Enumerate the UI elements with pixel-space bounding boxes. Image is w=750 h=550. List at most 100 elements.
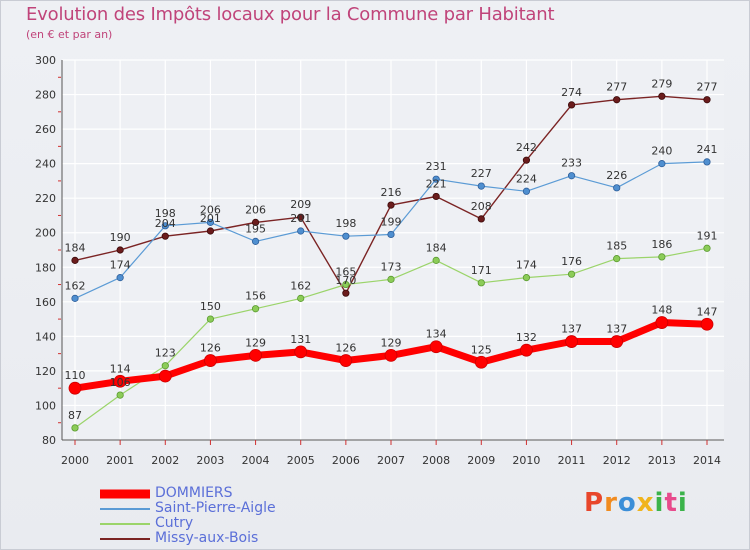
legend-swatch bbox=[100, 489, 150, 498]
data-point-cutry-2012 bbox=[613, 255, 621, 263]
data-label-saint-pierre-aigle-2006: 198 bbox=[335, 217, 356, 230]
chart-legend: DOMMIERS Saint-Pierre-Aigle Cutry Missy-aux… bbox=[100, 485, 420, 546]
data-point-dommiers-2004 bbox=[249, 348, 262, 362]
legend-label: Saint-Pierre-Aigle bbox=[155, 500, 276, 516]
data-point-missy-aux-bois-2002 bbox=[161, 232, 169, 240]
logo-letter: x bbox=[636, 488, 655, 518]
data-label-dommiers-2012: 137 bbox=[606, 323, 627, 336]
logo-letter: o bbox=[617, 488, 637, 518]
data-label-dommiers-2013: 148 bbox=[651, 304, 672, 317]
data-point-saint-pierre-aigle-2014 bbox=[703, 158, 711, 166]
data-label-saint-pierre-aigle-2003: 206 bbox=[200, 203, 221, 216]
y-tick-label-260: 260 bbox=[35, 123, 56, 136]
data-point-missy-aux-bois-2007 bbox=[387, 201, 395, 209]
data-point-cutry-2011 bbox=[567, 270, 576, 278]
data-point-dommiers-2013 bbox=[655, 316, 669, 329]
data-point-cutry-2006 bbox=[342, 280, 350, 289]
data-point-saint-pierre-aigle-2003 bbox=[206, 218, 215, 226]
data-point-saint-pierre-aigle-2011 bbox=[567, 172, 576, 180]
data-point-cutry-2005 bbox=[297, 294, 305, 302]
data-point-dommiers-2011 bbox=[565, 335, 578, 348]
data-point-saint-pierre-aigle-2010 bbox=[522, 187, 531, 195]
data-point-dommiers-2012 bbox=[610, 335, 624, 348]
x-tick-label-2012: 2012 bbox=[603, 454, 631, 467]
logo-letter: P bbox=[584, 488, 605, 518]
legend-swatch bbox=[100, 507, 150, 510]
data-point-cutry-2007 bbox=[387, 275, 395, 283]
data-point-dommiers-2000 bbox=[68, 381, 82, 395]
data-label-dommiers-2014: 147 bbox=[697, 305, 718, 318]
data-point-cutry-2009 bbox=[477, 279, 485, 287]
data-point-cutry-2003 bbox=[206, 315, 215, 323]
data-point-cutry-2010 bbox=[522, 274, 531, 282]
x-tick-label-2005: 2005 bbox=[287, 454, 315, 467]
data-point-dommiers-2008 bbox=[429, 340, 443, 354]
x-tick-label-2004: 2004 bbox=[242, 454, 270, 467]
data-label-saint-pierre-aigle-2008: 231 bbox=[426, 160, 447, 173]
data-label-dommiers-2001: 114 bbox=[110, 362, 131, 375]
data-point-dommiers-2007 bbox=[384, 348, 398, 362]
data-point-dommiers-2006 bbox=[339, 354, 353, 367]
data-label-saint-pierre-aigle-2013: 240 bbox=[651, 145, 672, 158]
data-point-cutry-2002 bbox=[161, 362, 169, 370]
y-tick-label-220: 220 bbox=[35, 192, 56, 205]
data-point-missy-aux-bois-2009 bbox=[477, 215, 485, 223]
data-label-saint-pierre-aigle-2005: 201 bbox=[290, 212, 311, 225]
legend-item: DOMMIERS bbox=[100, 485, 420, 501]
data-label-missy-aux-bois-2003: 201 bbox=[200, 212, 221, 225]
data-point-cutry-2014 bbox=[703, 244, 711, 252]
legend-item: Saint-Pierre-Aigle bbox=[100, 500, 420, 516]
x-tick-label-2010: 2010 bbox=[512, 454, 540, 467]
data-label-saint-pierre-aigle-2014: 241 bbox=[697, 143, 718, 156]
data-point-dommiers-2005 bbox=[294, 345, 308, 359]
data-label-cutry-2005: 162 bbox=[290, 279, 311, 292]
data-point-saint-pierre-aigle-2007 bbox=[387, 230, 395, 239]
data-point-missy-aux-bois-2005 bbox=[297, 213, 305, 221]
data-point-missy-aux-bois-2010 bbox=[522, 156, 531, 164]
data-point-dommiers-2003 bbox=[204, 354, 217, 367]
data-label-missy-aux-bois-2009: 208 bbox=[471, 200, 492, 213]
data-point-saint-pierre-aigle-2004 bbox=[251, 237, 260, 245]
data-point-saint-pierre-aigle-2000 bbox=[71, 294, 79, 302]
data-point-dommiers-2014 bbox=[700, 317, 714, 331]
legend-label: Missy-aux-Bois bbox=[155, 530, 259, 546]
data-label-cutry-2002: 123 bbox=[155, 347, 176, 360]
logo-letter: i bbox=[677, 488, 688, 518]
data-point-saint-pierre-aigle-2012 bbox=[613, 184, 621, 192]
data-label-missy-aux-bois-2001: 190 bbox=[110, 231, 131, 244]
x-tick-label-2006: 2006 bbox=[332, 454, 360, 467]
data-label-cutry-2004: 156 bbox=[245, 290, 266, 303]
legend-item: Missy-aux-Bois bbox=[100, 530, 420, 546]
data-label-cutry-2007: 173 bbox=[381, 260, 402, 273]
data-point-cutry-2004 bbox=[251, 305, 260, 313]
data-label-cutry-2008: 184 bbox=[426, 241, 447, 254]
data-label-missy-aux-bois-2010: 242 bbox=[516, 141, 537, 154]
data-label-missy-aux-bois-2006: 170 bbox=[335, 274, 356, 287]
y-tick-label-160: 160 bbox=[35, 296, 56, 309]
data-label-saint-pierre-aigle-2004: 195 bbox=[245, 222, 266, 235]
data-label-cutry-2000: 87 bbox=[68, 409, 82, 422]
data-label-cutry-2012: 185 bbox=[606, 240, 627, 253]
y-tick-label-140: 140 bbox=[35, 330, 56, 343]
data-label-saint-pierre-aigle-2007: 199 bbox=[381, 215, 402, 228]
data-label-missy-aux-bois-2000: 184 bbox=[65, 241, 86, 254]
data-label-dommiers-2005: 131 bbox=[290, 333, 311, 346]
data-point-dommiers-2001 bbox=[113, 374, 127, 388]
data-label-dommiers-2011: 137 bbox=[561, 323, 582, 336]
data-point-saint-pierre-aigle-2001 bbox=[116, 274, 124, 282]
data-point-dommiers-2010 bbox=[520, 343, 533, 357]
chart-subtitle: (en € et par an) bbox=[26, 28, 113, 41]
chart-title: Evolution des Impôts locaux pour la Comm… bbox=[26, 4, 555, 25]
data-point-saint-pierre-aigle-2013 bbox=[658, 160, 666, 168]
data-label-saint-pierre-aigle-2010: 224 bbox=[516, 172, 537, 185]
data-label-cutry-2011: 176 bbox=[561, 255, 582, 268]
y-tick-label-180: 180 bbox=[35, 261, 56, 274]
x-tick-label-2002: 2002 bbox=[151, 454, 179, 467]
data-label-missy-aux-bois-2004: 206 bbox=[245, 203, 266, 216]
legend-label: DOMMIERS bbox=[155, 485, 233, 501]
data-point-missy-aux-bois-2013 bbox=[658, 92, 666, 100]
data-point-missy-aux-bois-2012 bbox=[613, 96, 621, 104]
data-point-missy-aux-bois-2004 bbox=[251, 218, 260, 226]
data-label-cutry-2013: 186 bbox=[651, 238, 672, 251]
